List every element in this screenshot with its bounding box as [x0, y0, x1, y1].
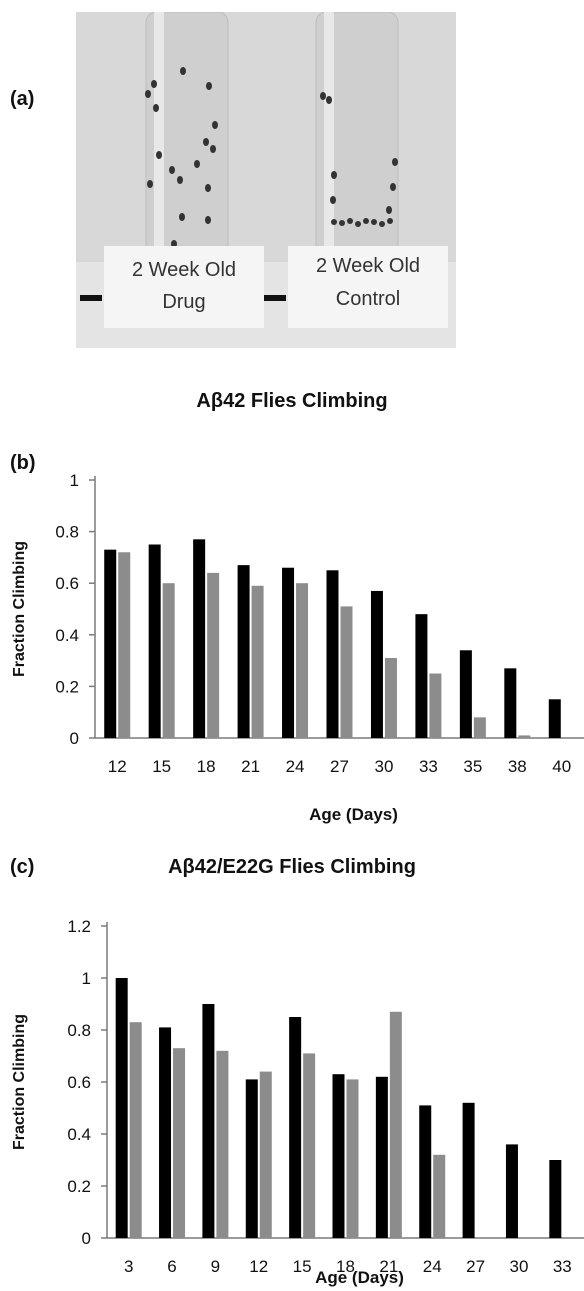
chart-c-x-tick-label: 24: [423, 1257, 442, 1276]
chart-b: 0 0.2 0.4 0.6 0.8 1 12 15 18 21 24 27 30 33 35 38 40 Age …: [11, 471, 584, 824]
chart-b-bar-s2-27: [340, 606, 353, 738]
left-vial-label-line1: 2 Week Old: [132, 259, 236, 281]
right-vial-label-line2: Control: [336, 288, 400, 310]
chart-c-bar-s2-9: [216, 1050, 229, 1238]
chart-c-bar-s1-9: [202, 1004, 215, 1238]
chart-c-bar-s1-12: [245, 1079, 258, 1238]
chart-b-bar-s2-12: [118, 552, 131, 738]
chart-b-bar-s1-12: [104, 549, 117, 738]
chart-b-bar-s2-33: [429, 673, 442, 738]
chart-b-bar-s2-24: [296, 583, 309, 738]
chart-b-bar-s2-18: [207, 572, 220, 738]
chart-c-y-tick-label: 1: [82, 969, 91, 988]
chart-c-bar-s1-21: [375, 1076, 388, 1238]
chart-c-y-tick-label: 0.8: [67, 1021, 91, 1040]
chart-b-bar-s1-35: [459, 650, 472, 738]
chart-b-x-tick-label: 24: [286, 757, 305, 776]
chart-c-y-axis-label: Fraction Climbing: [11, 1014, 28, 1150]
chart-c-bar-s2-15: [303, 1053, 316, 1238]
chart-c-bar-s2-6: [173, 1048, 186, 1238]
vials-photo: 2 Week Old Drug 2 Week Old Control: [76, 12, 456, 348]
chart-b-bar-s2-30: [384, 658, 397, 738]
chart-c-x-tick-label: 33: [553, 1257, 572, 1276]
chart-b-bar-s2-15: [162, 583, 175, 738]
chart-c-bar-s1-15: [289, 1017, 302, 1238]
chart-c-x-tick-label: 15: [293, 1257, 312, 1276]
chart-b-x-tick-label: 40: [552, 757, 571, 776]
chart-c-y-tick-label: 0: [82, 1229, 91, 1248]
chart-b-bar-s2-21: [251, 585, 264, 738]
panel-c-label: (c): [10, 856, 35, 878]
chart-c: 0 0.2 0.4 0.6 0.8 1 1.2 3 6 9 12 15 18 21 24 27 30 33 Age …: [11, 917, 584, 1287]
chart-c-bar-s1-33: [549, 1160, 562, 1238]
chart-c-x-tick-label: 27: [466, 1257, 485, 1276]
chart-b-y-tick-label: 0.8: [55, 523, 79, 542]
right-vial-label-line1: 2 Week Old: [316, 255, 420, 277]
chart-b-bar-s1-15: [148, 544, 161, 738]
chart-c-y-tick-label: 0.2: [67, 1177, 91, 1196]
chart-c-y-tick-label: 1.2: [67, 917, 91, 936]
chart-b-x-tick-label: 21: [241, 757, 260, 776]
chart-b-bar-s1-24: [282, 567, 295, 738]
chart-c-x-tick-label: 3: [124, 1257, 133, 1276]
chart-b-x-tick-label: 30: [374, 757, 393, 776]
chart-c-title: Aβ42/E22G Flies Climbing: [168, 856, 416, 878]
chart-b-bar-s1-30: [370, 590, 383, 738]
chart-c-bar-s2-18: [346, 1079, 359, 1238]
chart-c-x-axis-label: Age (Days): [315, 1268, 404, 1287]
chart-b-y-tick-label: 0.2: [55, 677, 79, 696]
chart-c-x-tick-label: 21: [379, 1257, 398, 1276]
chart-b-x-tick-label: 27: [330, 757, 349, 776]
chart-b-x-axis-label: Age (Days): [309, 805, 398, 824]
panel-b-label: (b): [10, 452, 36, 474]
chart-b-bar-s1-40: [548, 699, 561, 738]
chart-c-bar-s1-3: [115, 978, 128, 1238]
chart-b-x-tick-label: 38: [508, 757, 527, 776]
chart-c-bar-s2-12: [259, 1071, 272, 1238]
chart-c-bar-s2-24: [433, 1154, 446, 1238]
chart-b-bar-s1-38: [504, 668, 517, 738]
chart-b-bar-s1-21: [237, 565, 250, 738]
chart-b-title: Aβ42 Flies Climbing: [196, 390, 388, 412]
chart-c-bar-s1-30: [505, 1144, 518, 1238]
chart-b-bar-s1-18: [193, 539, 206, 738]
chart-c-bar-s1-18: [332, 1074, 345, 1238]
chart-c-bar-s2-21: [389, 1011, 402, 1238]
chart-b-x-tick-label: 12: [108, 757, 127, 776]
chart-c-bar-s1-27: [462, 1102, 475, 1238]
chart-b-y-tick-label: 0.4: [55, 626, 79, 645]
chart-b-y-tick-label: 0: [70, 729, 79, 748]
chart-b-bar-s2-38: [518, 735, 531, 738]
chart-b-bar-s1-33: [415, 614, 428, 738]
chart-c-x-tick-label: 12: [249, 1257, 268, 1276]
chart-b-bar-s2-35: [473, 717, 486, 738]
left-vial-label-line2: Drug: [162, 291, 205, 313]
right-vial-flies: [320, 92, 398, 227]
chart-c-bar-s2-3: [129, 1022, 142, 1238]
chart-c-bar-s1-24: [419, 1105, 432, 1238]
chart-b-x-tick-label: 18: [197, 757, 216, 776]
chart-b-bar-s1-27: [326, 570, 339, 738]
chart-b-y-axis-label: Fraction Climbing: [11, 541, 28, 677]
chart-b-x-tick-label: 15: [152, 757, 171, 776]
chart-b-y-tick-label: 1: [70, 471, 79, 490]
chart-c-bar-s1-6: [159, 1027, 172, 1238]
chart-b-x-tick-label: 33: [419, 757, 438, 776]
panel-a-label: (a): [10, 88, 35, 110]
chart-c-x-tick-label: 6: [167, 1257, 176, 1276]
chart-c-x-tick-label: 30: [509, 1257, 528, 1276]
chart-b-x-tick-label: 35: [463, 757, 482, 776]
chart-b-y-tick-label: 0.6: [55, 574, 79, 593]
chart-c-y-tick-label: 0.6: [67, 1073, 91, 1092]
chart-c-x-tick-label: 9: [211, 1257, 220, 1276]
chart-c-x-tick-label: 18: [336, 1257, 355, 1276]
chart-c-y-tick-label: 0.4: [67, 1125, 91, 1144]
